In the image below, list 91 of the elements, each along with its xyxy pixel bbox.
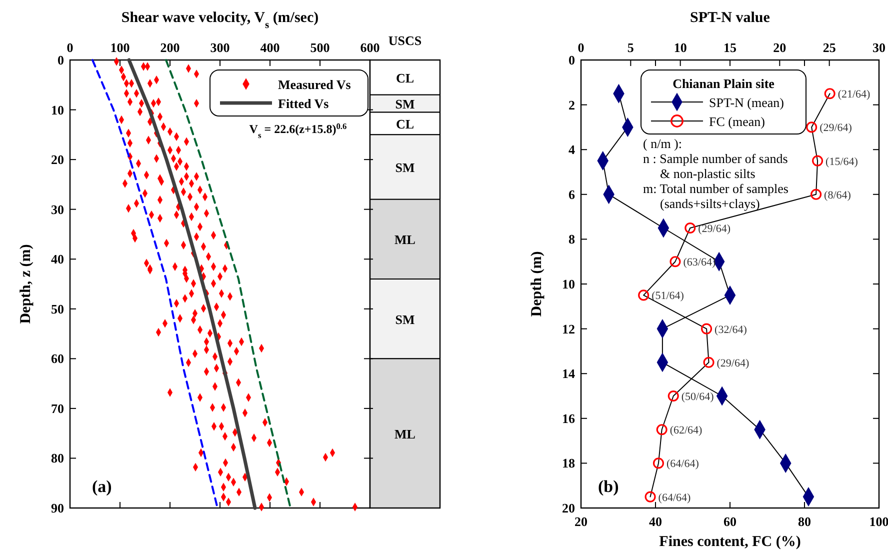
- data-label: (29/64): [820, 122, 852, 134]
- annotation: m: Total number of samples: [643, 181, 788, 196]
- x2-tick-label: 5: [627, 40, 634, 55]
- series-label: ML: [394, 232, 416, 248]
- y-tick-label: 50: [51, 301, 64, 316]
- y-tick-label: 0: [568, 52, 575, 68]
- x-tick-label: 40: [649, 514, 662, 529]
- point: [656, 424, 668, 436]
- x-tick-label: 0: [66, 40, 74, 55]
- legend-label: Fitted Vs: [278, 96, 329, 111]
- point: [810, 188, 822, 200]
- y-tick-label: 18: [562, 456, 576, 471]
- series-label: ML: [394, 426, 416, 442]
- x-tick-label: 400: [260, 40, 280, 55]
- data-label: (64/64): [658, 492, 692, 504]
- y-axis-title: Depth, z (m): [18, 244, 34, 324]
- y-tick-label: 16: [562, 410, 576, 426]
- x2-axis-title: SPT-N value: [690, 10, 770, 26]
- point: [644, 491, 656, 502]
- data-label: (51/64): [652, 290, 684, 302]
- series-label: SM: [395, 160, 415, 176]
- y-tick-label: 20: [562, 500, 575, 516]
- legend-title: Chianan Plain site: [672, 76, 775, 91]
- data-label: (15/64): [826, 156, 858, 168]
- x-axis-title: Shear wave velocity, V$_{s}$ (m/sec): [121, 10, 319, 30]
- x-tick-label: 200: [160, 40, 180, 55]
- data-label: (62/64): [670, 424, 703, 437]
- point: [812, 155, 824, 166]
- annotation: ( n/m ):: [643, 136, 682, 151]
- y-tick-label: 4: [568, 142, 576, 158]
- series-label: CL: [396, 70, 414, 86]
- data-label: (29/64): [698, 223, 731, 235]
- annotation: V$_{s}$ = 22.6(z+15.8)$^{0.6}$: [249, 122, 347, 140]
- y-tick-label: 80: [51, 450, 64, 466]
- legend-label: SPT-N (mean): [709, 95, 784, 110]
- series-label: SM: [395, 312, 415, 327]
- y-tick-label: 6: [568, 186, 576, 202]
- data-label: (64/64): [666, 458, 700, 470]
- point: [668, 390, 679, 402]
- y-tick-label: 10: [562, 276, 575, 292]
- y-tick-label: 14: [562, 366, 576, 382]
- data-label: (63/64): [683, 256, 716, 269]
- line-series: [92, 59, 218, 509]
- y-tick-label: 12: [562, 321, 575, 336]
- x2-tick-label: 25: [822, 40, 836, 55]
- y-tick-label: 0: [58, 52, 64, 68]
- x2-tick-label: 30: [872, 40, 886, 55]
- data-label: (50/64): [681, 391, 714, 403]
- series-label: CL: [396, 116, 414, 132]
- legend-label: FC (mean): [709, 114, 765, 129]
- annotation: n : Sample number of sands: [643, 151, 788, 166]
- data-label: (8/64): [824, 189, 852, 202]
- x-tick-label: 60: [724, 514, 736, 529]
- y-axis-title: Depth (m): [529, 251, 545, 317]
- point: [703, 356, 714, 368]
- x-tick-label: 100: [869, 514, 888, 529]
- annotation: & non-plastic silts: [660, 166, 756, 181]
- x-axis-title: Fines content, FC (%): [659, 534, 801, 550]
- point: [701, 323, 712, 334]
- x-tick-label: 600: [360, 40, 380, 55]
- y-tick-label: 8: [568, 232, 576, 247]
- point: [638, 290, 650, 301]
- category-label: USCS: [388, 33, 422, 48]
- annotation: (b): [598, 477, 619, 496]
- data-label: (29/64): [716, 357, 750, 370]
- y-tick-label: 30: [51, 202, 64, 217]
- x2-tick-label: 15: [724, 40, 737, 55]
- point: [684, 222, 696, 234]
- point: [806, 122, 818, 133]
- x-tick-label: 500: [310, 40, 330, 55]
- y-tick-label: 70: [51, 400, 64, 416]
- y-tick-label: 2: [568, 97, 575, 112]
- x-tick-label: 100: [110, 40, 130, 55]
- annotation: (sands+silts+clays): [660, 196, 760, 211]
- y-tick-label: 40: [51, 252, 64, 267]
- x-tick-label: 300: [210, 40, 230, 55]
- data-label: (21/64): [838, 88, 871, 101]
- y-tick-label: 10: [51, 102, 64, 118]
- line-series: [127, 58, 257, 510]
- legend-label: Measured Vs: [278, 77, 351, 92]
- point: [824, 88, 836, 100]
- data-label: (32/64): [714, 324, 748, 336]
- y-tick-label: 60: [51, 351, 64, 366]
- x2-tick-label: 10: [674, 40, 687, 55]
- series-label: SM: [395, 96, 415, 112]
- y-tick-label: 90: [51, 500, 64, 516]
- point: [652, 458, 664, 469]
- annotation: (a): [92, 477, 112, 496]
- point: [670, 256, 681, 268]
- x-tick-label: 80: [798, 514, 811, 529]
- y-tick-label: 20: [51, 152, 64, 168]
